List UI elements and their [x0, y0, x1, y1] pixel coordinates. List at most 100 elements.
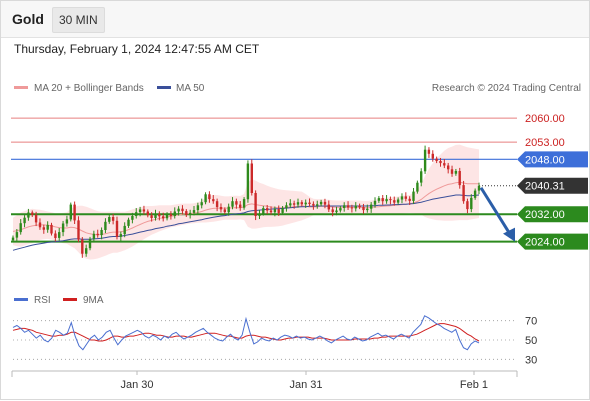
candle-body	[373, 200, 377, 205]
candle-body	[462, 185, 465, 202]
rsi-legend-label: RSI	[34, 295, 51, 306]
level-label-support: 2024.00	[525, 237, 565, 249]
level-tag-current	[517, 177, 588, 194]
bollinger-band-area	[13, 144, 479, 260]
candle-body	[88, 238, 92, 249]
candle-body	[177, 208, 180, 212]
candle-body	[169, 214, 173, 216]
candle-body	[454, 171, 458, 174]
candle-body	[142, 209, 146, 212]
candle-body	[327, 204, 330, 210]
rsi-tick-label: 50	[525, 335, 537, 347]
candle-body	[346, 205, 350, 208]
candle-body	[350, 207, 354, 209]
candle-body	[77, 220, 80, 240]
candle-body	[439, 161, 442, 164]
candle-body	[416, 182, 419, 192]
timeframe-button[interactable]: 30 MIN	[52, 7, 105, 33]
level-tag-support	[517, 206, 588, 223]
rsi-tick-label: 30	[525, 354, 537, 366]
candle-body	[154, 213, 157, 218]
candle-body	[250, 163, 253, 193]
candle-body	[381, 198, 384, 202]
rsi-legend-swatch	[14, 298, 28, 301]
candle-body	[246, 163, 250, 200]
candle-body	[308, 202, 311, 204]
candle-body	[431, 153, 434, 159]
rsi-ma-line	[12, 323, 480, 342]
candle-body	[100, 230, 103, 236]
candle-body	[412, 191, 415, 201]
candle-body	[300, 202, 303, 205]
candle-body	[208, 194, 211, 200]
candle-body	[61, 223, 65, 233]
candle-body	[196, 205, 200, 211]
candle-body	[285, 205, 288, 208]
candle-body	[343, 205, 346, 208]
candle-body	[54, 233, 57, 238]
candle-body	[146, 211, 149, 216]
candle-body	[331, 209, 334, 213]
candle-body	[119, 234, 122, 237]
candle-body	[281, 208, 284, 213]
candle-body	[85, 248, 88, 254]
rsi-panel: 70 50 30	[12, 315, 537, 366]
candle-body	[27, 212, 30, 218]
candle-body	[269, 210, 273, 213]
candle-body	[227, 206, 230, 213]
ma9-legend-swatch	[63, 298, 77, 301]
candle-body	[242, 199, 246, 208]
candle-body	[23, 217, 26, 224]
candle-body	[466, 201, 469, 210]
candle-body	[470, 197, 473, 210]
forecast-arrow	[479, 186, 515, 242]
bollinger-band-fill	[13, 144, 479, 260]
candle-body	[393, 200, 396, 203]
candle-body	[273, 209, 277, 213]
candle-body	[389, 199, 392, 201]
candle-body	[123, 225, 126, 235]
header-bar: Gold 30 MIN	[1, 1, 589, 38]
rsi-line	[12, 315, 480, 351]
candle-body	[215, 201, 219, 207]
candle-body	[181, 208, 184, 212]
candle-body	[292, 203, 296, 205]
legend-ma20-label: MA 20 + Bollinger Bands	[34, 83, 144, 94]
level-tag-pivot	[517, 151, 588, 168]
candle-body	[316, 204, 319, 206]
forecast-arrow-head	[503, 227, 515, 242]
x-axis-tick-label: Jan 31	[289, 379, 322, 391]
ma9-legend-label: 9MA	[83, 295, 104, 306]
candle-body	[423, 149, 427, 172]
level-label-resistance: 2053.00	[525, 137, 565, 149]
candle-body	[385, 199, 388, 202]
candle-body	[450, 169, 454, 174]
rsi-tick-label: 70	[525, 316, 537, 328]
candle-body	[115, 220, 119, 237]
candle-body	[335, 210, 338, 213]
legend-ma50-swatch	[157, 86, 171, 89]
candle-body	[15, 232, 19, 238]
candle-body	[231, 201, 234, 207]
candle-body	[150, 215, 153, 218]
candle-body	[223, 209, 226, 213]
candle-body	[50, 224, 53, 234]
forecast-arrow-shaft	[479, 186, 513, 237]
candle-body	[192, 210, 196, 213]
candle-body	[235, 201, 238, 205]
level-label-support: 2032.00	[525, 209, 565, 221]
candle-body	[473, 190, 477, 198]
candle-body	[11, 237, 15, 241]
candle-body	[262, 208, 265, 214]
level-label-current: 2040.31	[525, 181, 565, 193]
candle-body	[138, 209, 142, 213]
candle-body	[104, 221, 107, 230]
candle-body	[189, 212, 192, 215]
level-tag-support	[517, 233, 588, 250]
candle-body	[96, 233, 99, 236]
candle-body	[396, 199, 400, 203]
instrument-title: Gold	[12, 11, 44, 27]
price-level-tags: 2060.00 2053.00 2048.00 2040.31 2032.00 2024.…	[517, 113, 588, 250]
candle-body	[108, 217, 111, 222]
